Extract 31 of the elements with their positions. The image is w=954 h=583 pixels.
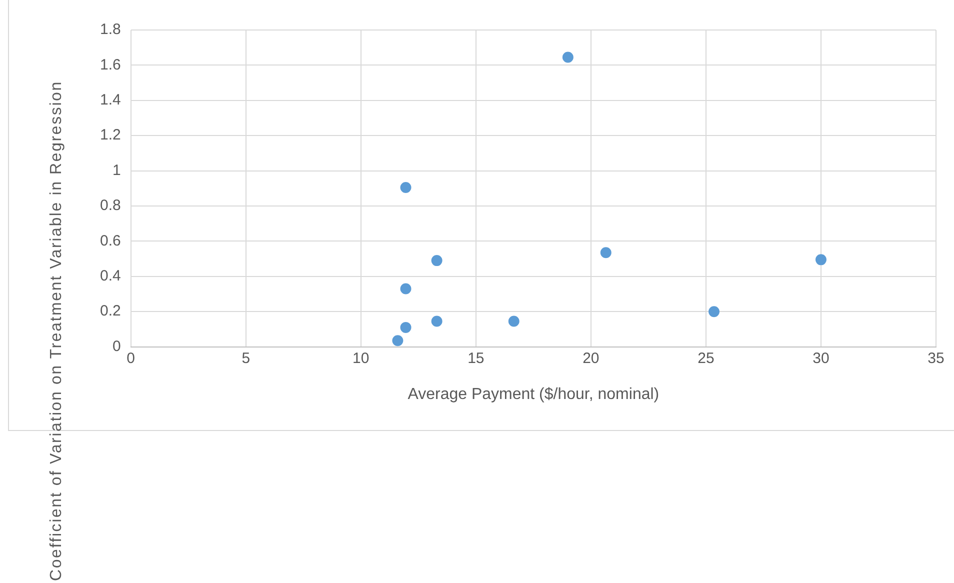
y-tick-label: 0.4	[100, 268, 121, 285]
y-tick-label: 1	[112, 162, 121, 179]
point	[508, 316, 520, 327]
x-tick-label: 5	[242, 350, 250, 367]
y-tick-label: 0	[112, 338, 121, 355]
x-tick-label: 10	[352, 350, 370, 367]
x-tick-label: 20	[582, 350, 600, 367]
point	[562, 52, 574, 63]
y-tick-label: 0.6	[100, 232, 121, 250]
x-tick-label: 25	[698, 350, 714, 367]
x-tick-label: 0	[126, 350, 136, 367]
y-tick-label: 1.4	[100, 92, 121, 109]
point	[392, 335, 404, 346]
point	[708, 306, 720, 318]
y-tick-label: 1.2	[100, 126, 121, 144]
point	[815, 254, 826, 266]
point	[400, 283, 412, 294]
point	[400, 182, 412, 194]
x-axis-title: Average Payment ($/hour, nominal)	[408, 386, 660, 403]
point	[431, 316, 442, 327]
point	[431, 255, 442, 266]
y-axis-title: Coefficient of Variation on Treatment Variable in Regression	[48, 80, 66, 581]
y-tick-label: 0.8	[100, 197, 121, 214]
point	[600, 247, 612, 258]
x-tick-label: 30	[812, 350, 830, 367]
y-tick-label: 0.2	[100, 302, 121, 320]
y-tick-label: 1.8	[100, 21, 121, 38]
y-tick-label: 1.6	[100, 56, 121, 74]
x-tick-label: 15	[468, 350, 484, 367]
x-tick-label: 35	[928, 350, 944, 367]
point	[400, 322, 412, 333]
